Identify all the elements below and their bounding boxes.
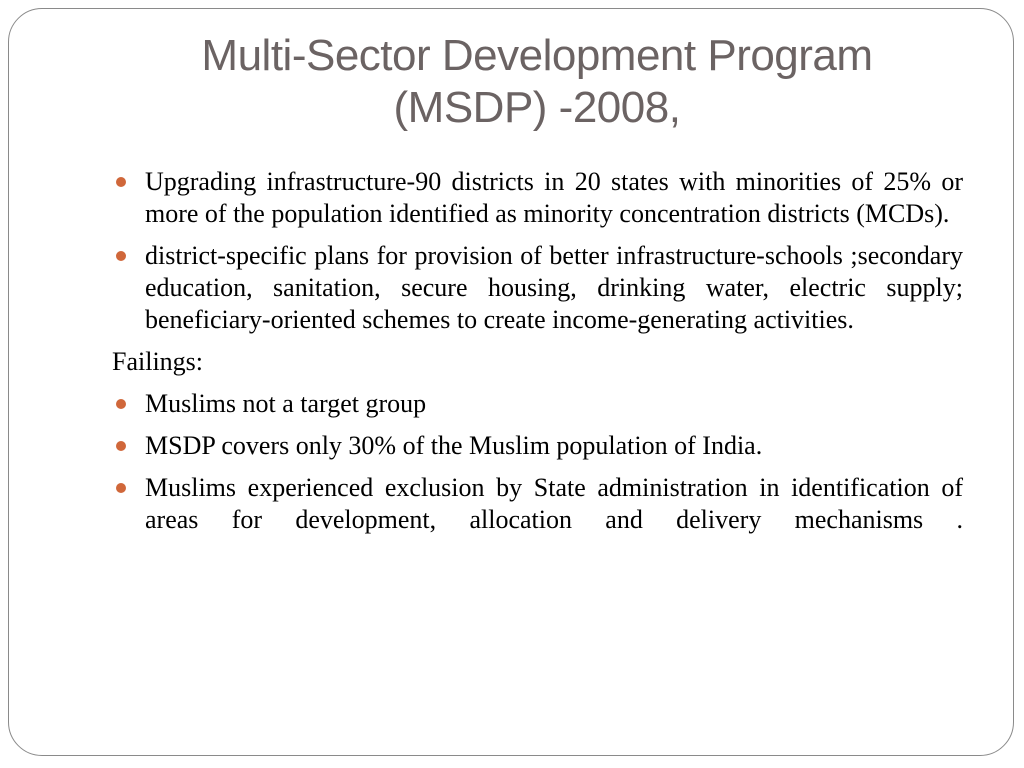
slide-title: Multi-Sector Development Program (MSDP) … <box>100 30 974 134</box>
bullet: district-specific plans for provision of… <box>112 240 963 336</box>
bullet: Upgrading infrastructure-90 districts in… <box>112 166 963 230</box>
subheading: Failings: <box>112 347 204 376</box>
bullet: Muslims not a target group <box>112 388 963 420</box>
title-line: Multi-Sector Development Program <box>201 31 873 80</box>
slide-frame <box>8 8 1014 756</box>
slide-body: Upgrading infrastructure-90 districts in… <box>112 166 963 546</box>
bullet: Muslims experienced exclusion by State a… <box>112 472 963 536</box>
bullet: MSDP covers only 30% of the Muslim popul… <box>112 430 963 462</box>
title-line: (MSDP) -2008, <box>393 83 681 132</box>
